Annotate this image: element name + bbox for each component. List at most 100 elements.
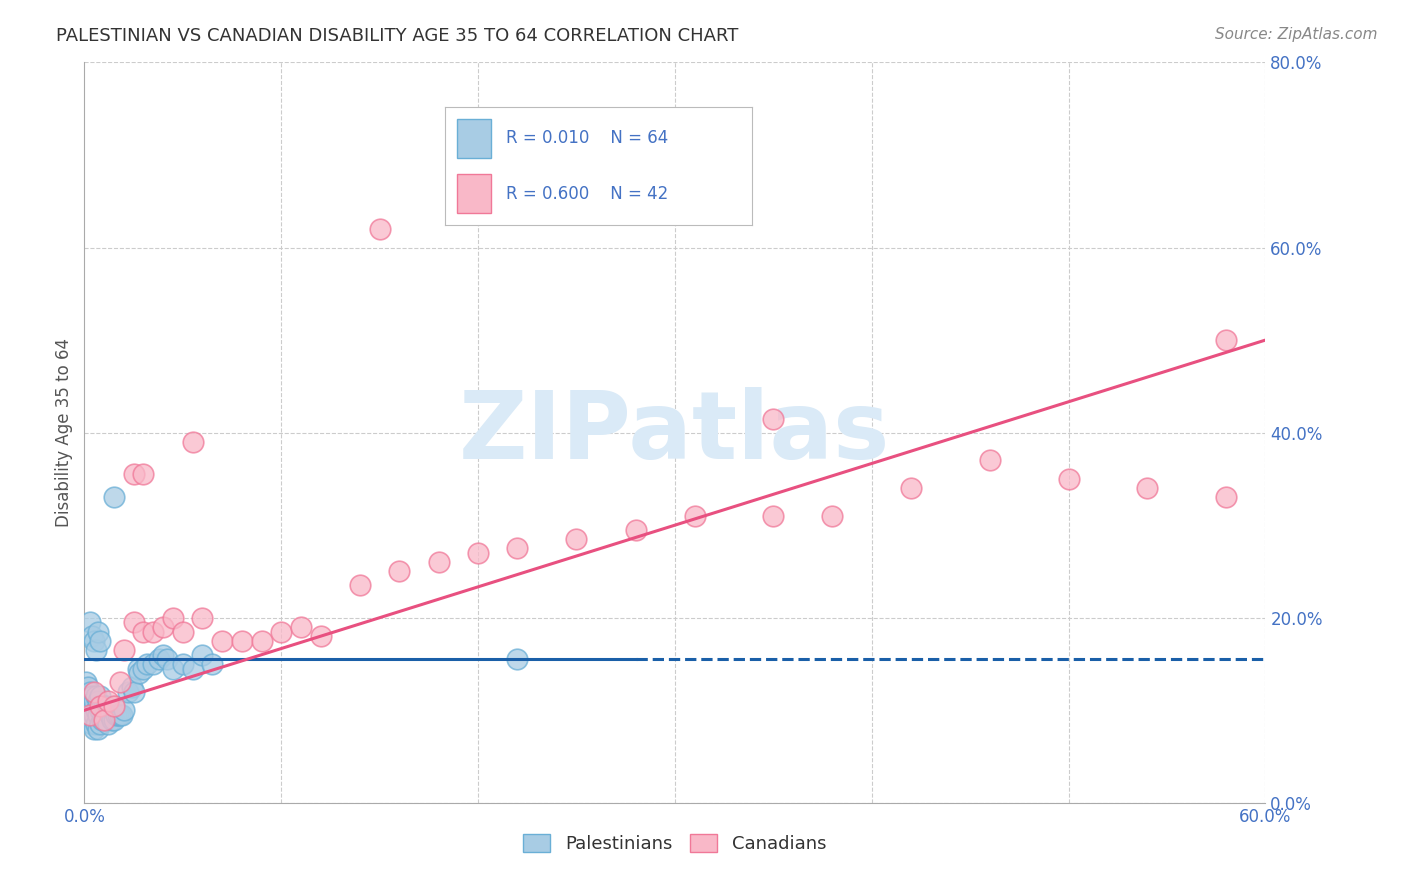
Point <box>83 722 105 736</box>
Point <box>121 680 143 694</box>
Point <box>84 690 107 704</box>
Point <box>91 698 114 713</box>
Point <box>101 713 124 727</box>
Point <box>122 615 145 630</box>
Point <box>156 652 179 666</box>
Point <box>103 491 125 505</box>
Point <box>93 713 115 727</box>
Point <box>506 652 529 666</box>
Point <box>1215 333 1237 347</box>
Point <box>83 685 105 699</box>
Point <box>506 541 529 556</box>
Point <box>201 657 224 671</box>
Point <box>79 713 101 727</box>
Point <box>191 610 214 624</box>
Point <box>103 713 125 727</box>
Point <box>98 707 121 722</box>
Point <box>82 629 104 643</box>
Point <box>132 624 155 639</box>
Point <box>89 703 111 717</box>
Point <box>117 685 139 699</box>
Point <box>79 615 101 630</box>
Point <box>1057 472 1080 486</box>
Point <box>87 694 110 708</box>
Point <box>349 578 371 592</box>
Point <box>82 717 104 731</box>
Point <box>162 610 184 624</box>
Point <box>79 685 101 699</box>
Point <box>107 707 129 722</box>
Point <box>467 546 489 560</box>
Point <box>77 694 100 708</box>
Point <box>624 523 647 537</box>
Point <box>142 657 165 671</box>
Text: PALESTINIAN VS CANADIAN DISABILITY AGE 35 TO 64 CORRELATION CHART: PALESTINIAN VS CANADIAN DISABILITY AGE 3… <box>56 27 738 45</box>
Point <box>89 717 111 731</box>
Point <box>181 434 204 449</box>
Point <box>77 680 100 694</box>
Point <box>87 722 110 736</box>
Point <box>84 703 107 717</box>
Point <box>211 633 233 648</box>
Point <box>191 648 214 662</box>
Point <box>104 707 127 722</box>
Point <box>162 662 184 676</box>
Point <box>97 717 120 731</box>
Point <box>127 662 149 676</box>
Point <box>762 508 785 523</box>
Point <box>122 685 145 699</box>
Point <box>97 703 120 717</box>
Point <box>83 707 105 722</box>
Point <box>309 629 332 643</box>
Point <box>77 707 100 722</box>
Point <box>142 624 165 639</box>
Point <box>231 633 253 648</box>
Point <box>250 633 273 648</box>
Point <box>683 508 706 523</box>
Point <box>136 657 159 671</box>
Point <box>84 643 107 657</box>
Point <box>103 698 125 713</box>
Point <box>108 707 131 722</box>
Point <box>290 620 312 634</box>
Point <box>103 698 125 713</box>
Text: Source: ZipAtlas.com: Source: ZipAtlas.com <box>1215 27 1378 42</box>
Point <box>368 222 391 236</box>
Point <box>270 624 292 639</box>
Point <box>1215 491 1237 505</box>
Point <box>87 707 110 722</box>
Point <box>83 694 105 708</box>
Point <box>132 467 155 482</box>
Point <box>75 690 97 704</box>
Point <box>87 624 110 639</box>
Y-axis label: Disability Age 35 to 64: Disability Age 35 to 64 <box>55 338 73 527</box>
Point <box>82 703 104 717</box>
Point <box>128 666 150 681</box>
Point <box>762 411 785 425</box>
Point <box>94 713 117 727</box>
Point <box>89 698 111 713</box>
Point <box>111 707 134 722</box>
Point <box>97 694 120 708</box>
Point <box>1136 481 1159 495</box>
Point <box>148 652 170 666</box>
Point <box>132 662 155 676</box>
Point <box>91 713 114 727</box>
Point <box>93 698 115 713</box>
Point <box>82 690 104 704</box>
Text: ZIPatlas: ZIPatlas <box>460 386 890 479</box>
Point <box>152 620 174 634</box>
Point <box>821 508 844 523</box>
Point <box>89 690 111 704</box>
Point <box>79 707 101 722</box>
Point <box>112 703 135 717</box>
Point <box>388 565 411 579</box>
Point <box>75 675 97 690</box>
Point <box>172 624 194 639</box>
Point <box>79 698 101 713</box>
Point <box>152 648 174 662</box>
Point <box>427 555 450 569</box>
Point <box>93 713 115 727</box>
Point <box>108 675 131 690</box>
Legend: Palestinians, Canadians: Palestinians, Canadians <box>516 827 834 861</box>
